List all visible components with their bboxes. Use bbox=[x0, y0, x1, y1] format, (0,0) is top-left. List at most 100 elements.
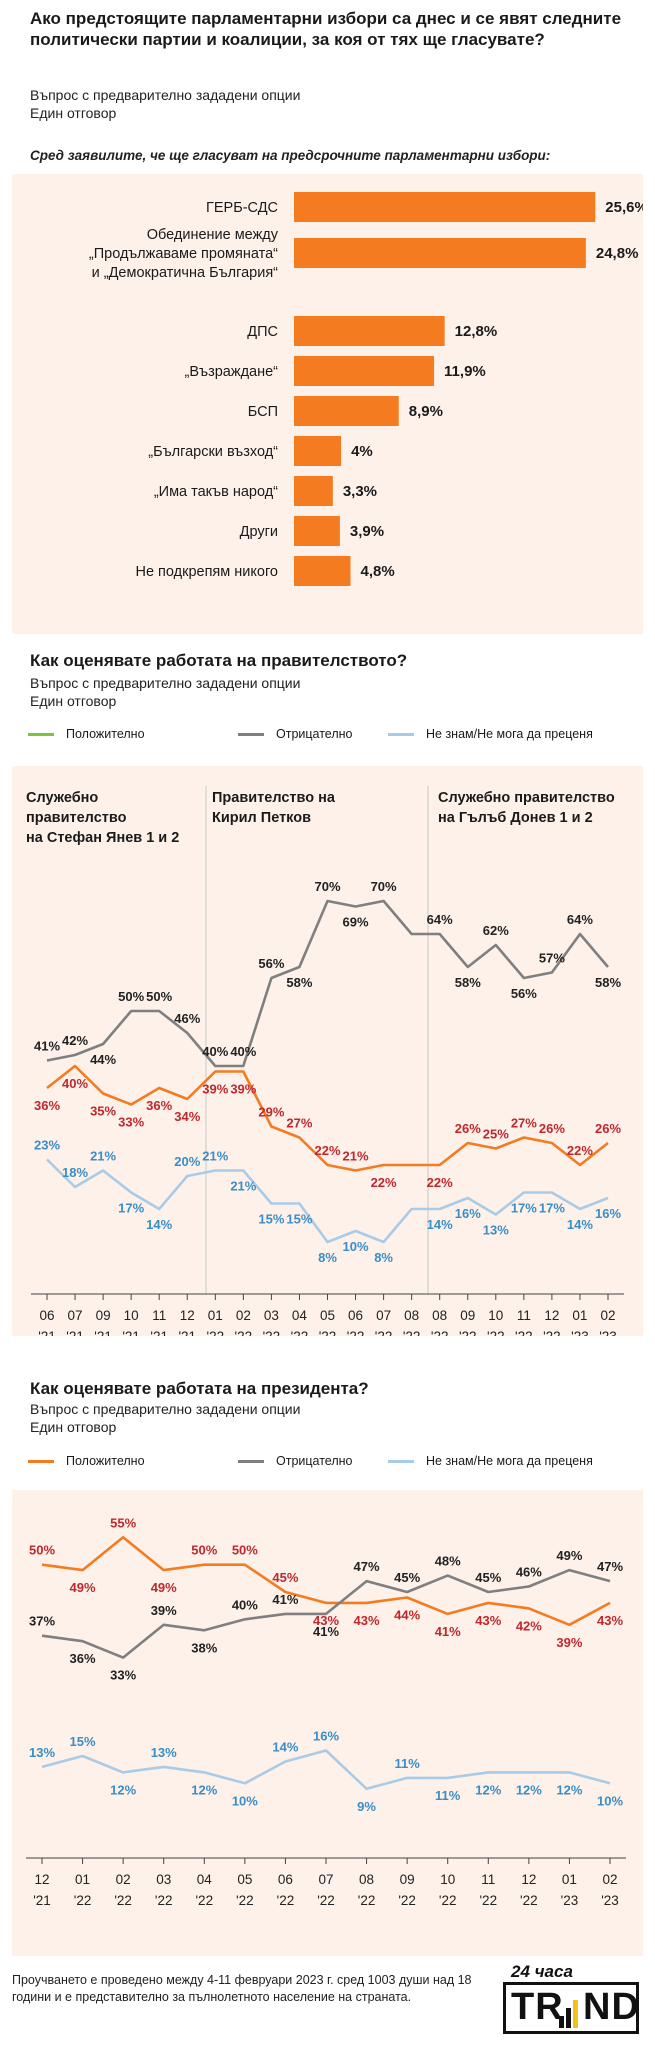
x-tick-label-top-7: 02 bbox=[236, 1308, 251, 1323]
series-1-label-5: 46% bbox=[174, 1011, 200, 1026]
bar-value-4: 8,9% bbox=[409, 403, 443, 420]
series-0-label-12: 42% bbox=[516, 1618, 542, 1633]
x-tick-label-bottom-20: '23 bbox=[599, 1329, 617, 1336]
series-1-label-5: 40% bbox=[232, 1597, 258, 1612]
x-tick-label-bottom-4: '21 bbox=[150, 1329, 168, 1336]
series-2-label-6: 14% bbox=[272, 1739, 298, 1754]
x-tick-label-bottom-0: '21 bbox=[38, 1329, 56, 1336]
series-1-label-7: 40% bbox=[230, 1044, 256, 1059]
series-0-label-14: 22% bbox=[427, 1175, 453, 1190]
series-2-label-7: 21% bbox=[230, 1179, 256, 1194]
x-tick-label-bottom-17: '22 bbox=[515, 1329, 533, 1336]
x-tick-label-bottom-5: '22 bbox=[236, 1893, 254, 1908]
x-tick-label-top-2: 09 bbox=[96, 1308, 111, 1323]
series-1-label-13: 49% bbox=[556, 1548, 582, 1563]
series-2-label-8: 9% bbox=[357, 1799, 376, 1814]
x-tick-label-bottom-2: '21 bbox=[94, 1329, 112, 1336]
series-0-label-19: 22% bbox=[567, 1143, 593, 1158]
legend-swatch-negative-president bbox=[238, 1459, 264, 1463]
x-tick-label-top-0: 12 bbox=[34, 1872, 49, 1887]
series-1-label-11: 69% bbox=[343, 915, 369, 930]
x-tick-label-top-13: 08 bbox=[404, 1308, 419, 1323]
bar-label-8-0: Не подкрепям никого bbox=[135, 564, 278, 580]
answer-type: Един отговор bbox=[30, 105, 117, 121]
period-label-1-0: Правителство на bbox=[212, 790, 336, 806]
x-tick-label-bottom-7: '22 bbox=[235, 1329, 253, 1336]
x-tick-label-top-12: 12 bbox=[521, 1872, 536, 1887]
series-2-label-11: 10% bbox=[343, 1239, 369, 1254]
series-2-label-2: 12% bbox=[110, 1782, 136, 1797]
series-1-label-1: 42% bbox=[62, 1033, 88, 1048]
bar-label-4-0: БСП bbox=[248, 404, 278, 420]
series-0-label-12: 22% bbox=[371, 1175, 397, 1190]
x-tick-label-bottom-3: '22 bbox=[155, 1893, 173, 1908]
legend-item-positive-president: Положително bbox=[28, 1454, 145, 1468]
bar-label-6-0: „Има такъв народ“ bbox=[154, 484, 278, 500]
legend-item-dontknow: Не знам/Не мога да преценя bbox=[388, 727, 593, 741]
series-1-label-9: 58% bbox=[286, 975, 312, 990]
x-tick-label-top-4: 04 bbox=[197, 1872, 213, 1887]
x-tick-label-bottom-18: '22 bbox=[543, 1329, 561, 1336]
bar-label-1-1: „Продължаваме промяната“ bbox=[89, 246, 278, 262]
legend-label-positive: Положително bbox=[66, 727, 145, 741]
legend-swatch-dontknow-president bbox=[388, 1459, 414, 1463]
series-2-label-5: 10% bbox=[232, 1793, 258, 1808]
bar-5 bbox=[294, 436, 342, 466]
logo-text-left: TR bbox=[511, 1986, 564, 2028]
series-1-label-14: 47% bbox=[597, 1559, 623, 1574]
logo-newspaper: 24 часа bbox=[511, 1962, 573, 1981]
series-2-label-5: 20% bbox=[174, 1154, 200, 1169]
x-tick-label-bottom-15: '22 bbox=[459, 1329, 477, 1336]
series-1-label-12: 46% bbox=[516, 1565, 542, 1580]
series-1-label-7: 41% bbox=[313, 1624, 339, 1639]
bar-label-0-0: ГЕРБ-СДС bbox=[206, 200, 278, 216]
legend-swatch-positive bbox=[28, 732, 54, 736]
bar-3 bbox=[294, 356, 435, 386]
x-tick-label-bottom-14: '22 bbox=[431, 1329, 449, 1336]
x-tick-label-bottom-19: '23 bbox=[571, 1329, 589, 1336]
logo-chart-mark bbox=[559, 2000, 578, 2028]
x-tick-label-top-19: 01 bbox=[572, 1308, 587, 1323]
series-2-label-20: 16% bbox=[595, 1206, 621, 1221]
series-1-label-20: 58% bbox=[595, 975, 621, 990]
series-0-label-7: 39% bbox=[230, 1082, 256, 1097]
legend-item-positive: Положително bbox=[28, 727, 145, 741]
x-tick-label-bottom-8: '22 bbox=[263, 1329, 281, 1336]
x-tick-label-bottom-2: '22 bbox=[114, 1893, 132, 1908]
x-tick-label-top-7: 07 bbox=[318, 1872, 333, 1887]
series-0-label-17: 27% bbox=[511, 1116, 537, 1131]
series-2-label-0: 23% bbox=[34, 1138, 60, 1153]
series-0-label-16: 25% bbox=[483, 1127, 509, 1142]
series-2-label-14: 14% bbox=[427, 1217, 453, 1232]
series-line-0 bbox=[46, 1064, 609, 1172]
x-tick-label-top-20: 02 bbox=[600, 1308, 615, 1323]
bar-chart-panel: 25,6% ГЕРБ-СДС 24,8% Обединение между „Продъ… bbox=[12, 174, 648, 634]
series-1-label-10: 48% bbox=[435, 1554, 461, 1569]
series-0-label-1: 40% bbox=[62, 1076, 88, 1091]
series-1-label-0: 41% bbox=[34, 1039, 60, 1054]
series-2-label-19: 14% bbox=[567, 1217, 593, 1232]
x-tick-label-top-14: 02 bbox=[602, 1872, 617, 1887]
series-2-label-3: 13% bbox=[151, 1745, 177, 1760]
series-2-label-17: 17% bbox=[511, 1201, 537, 1216]
x-tick-label-top-3: 03 bbox=[156, 1872, 171, 1887]
series-0-label-14: 43% bbox=[597, 1613, 623, 1628]
government-line-chart: 06 '21 07 '21 09 '21 10 '21 11 '21 12 '21 01 '22 02 '22… bbox=[26, 786, 624, 1344]
x-tick-label-bottom-12: '22 bbox=[520, 1893, 538, 1908]
bar-label-1-0: Обединение между bbox=[147, 227, 279, 243]
series-0-label-9: 44% bbox=[394, 1607, 420, 1622]
series-2-label-2: 21% bbox=[90, 1149, 116, 1164]
series-1-label-6: 41% bbox=[272, 1592, 298, 1607]
series-0-label-7: 43% bbox=[313, 1613, 339, 1628]
series-0-label-6: 39% bbox=[202, 1082, 228, 1097]
series-0-label-15: 26% bbox=[455, 1121, 481, 1136]
bar-8 bbox=[294, 556, 351, 586]
series-0-label-20: 26% bbox=[595, 1121, 621, 1136]
president-chart-panel: 12 '21 01 '22 02 '22 03 '22 04 '22 05 '22 06 '22 07 '22… bbox=[12, 1490, 643, 1956]
series-2-label-14: 10% bbox=[597, 1793, 623, 1808]
series-2-label-11: 12% bbox=[475, 1782, 501, 1797]
series-1-label-10: 70% bbox=[314, 879, 340, 894]
x-tick-label-top-13: 01 bbox=[562, 1872, 577, 1887]
x-tick-label-bottom-11: '22 bbox=[347, 1329, 365, 1336]
x-tick-label-bottom-4: '22 bbox=[195, 1893, 213, 1908]
